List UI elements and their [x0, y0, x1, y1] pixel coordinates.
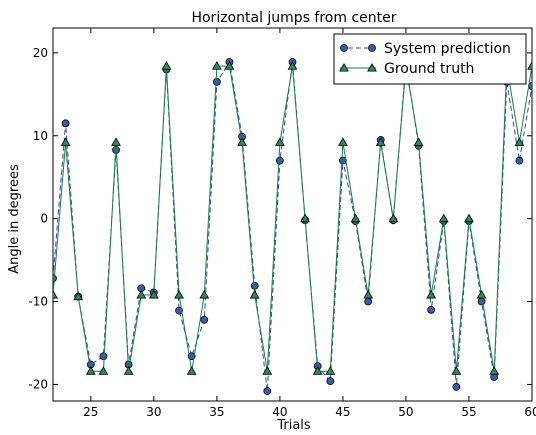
series-group: [53, 58, 532, 395]
prediction-point: [263, 387, 272, 395]
prediction-point: [339, 156, 347, 165]
y-tick-label: 20: [33, 46, 48, 60]
truth-point: [300, 213, 310, 223]
truth-point: [262, 366, 273, 375]
truth-point: [73, 291, 84, 301]
truth-point: [111, 137, 121, 146]
y-tick-label: -20: [28, 377, 48, 391]
x-tick-label: 35: [209, 405, 224, 419]
y-tick-label: 10: [33, 129, 48, 143]
legend-box: [333, 33, 527, 85]
prediction-point: [326, 377, 335, 386]
prediction-point: [452, 383, 461, 391]
prediction-point: [364, 297, 373, 306]
legend: System prediction Ground truth: [333, 33, 527, 85]
truth-point: [527, 61, 532, 70]
y-tick-label: -10: [28, 295, 48, 309]
truth-point: [350, 213, 361, 223]
truth-point: [476, 289, 487, 299]
x-tick-label: 45: [335, 405, 350, 419]
truth-point: [451, 366, 462, 375]
truth-point: [60, 137, 71, 146]
legend-label: System prediction: [384, 41, 511, 57]
prediction-point: [477, 297, 486, 306]
truth-point: [275, 137, 285, 146]
truth-point: [375, 137, 386, 146]
prediction-point: [200, 315, 209, 324]
truth-point: [199, 289, 210, 299]
truth-point: [123, 366, 134, 375]
truth-point: [438, 213, 449, 223]
legend-marker-1: [367, 62, 377, 72]
truth-point: [85, 366, 96, 375]
prediction-point: [427, 305, 436, 314]
truth-point: [413, 137, 424, 146]
truth-point: [186, 366, 197, 375]
truth-point: [489, 366, 500, 375]
legend-marker-1: [339, 62, 349, 72]
plot-frame: [52, 27, 533, 402]
legend-marker-0: [340, 44, 348, 52]
truth-point: [148, 289, 159, 299]
prediction-point: [515, 156, 524, 165]
x-tick-label: 30: [146, 405, 161, 419]
truth-point: [464, 213, 474, 223]
x-tick-label: 25: [83, 405, 98, 419]
x-axis-label: Trials: [276, 418, 311, 433]
prediction-point: [212, 77, 221, 86]
prediction-point: [250, 281, 259, 290]
prediction-point: [175, 306, 183, 315]
x-tick-label: 40: [272, 405, 287, 419]
x-tick-label: 60: [524, 405, 536, 419]
legend-label: Ground truth: [384, 61, 474, 77]
plot-area: 25 30 35 40 45 50 55 60 -20 -10 0 10 20: [28, 27, 536, 419]
series-line-1: [53, 65, 532, 372]
y-axis-label: Angle in degrees: [7, 164, 22, 274]
truth-point: [287, 61, 298, 70]
truth-point: [161, 61, 172, 70]
prediction-point: [53, 274, 57, 283]
truth-point: [53, 289, 58, 299]
truth-point: [388, 213, 399, 223]
y-tick-label: 0: [40, 212, 48, 226]
prediction-point: [99, 352, 108, 361]
truth-point: [514, 137, 525, 146]
truth-point: [363, 289, 374, 299]
truth-point: [325, 366, 336, 375]
prediction-point: [61, 119, 70, 128]
chart-title: Horizontal jumps from center: [191, 10, 396, 26]
prediction-point: [275, 156, 284, 165]
truth-point: [237, 137, 247, 146]
truth-point: [338, 137, 348, 146]
truth-point: [211, 61, 222, 70]
x-tick-label: 50: [398, 405, 413, 419]
legend-marker-0: [368, 44, 376, 52]
truth-point: [312, 366, 323, 375]
truth-point: [224, 61, 235, 70]
truth-point: [174, 289, 184, 299]
truth-point: [249, 289, 260, 299]
series-line-0: [53, 60, 532, 392]
truth-point: [136, 289, 147, 299]
truth-point: [426, 289, 437, 299]
truth-point: [98, 366, 109, 375]
x-tick-label: 55: [461, 405, 476, 419]
